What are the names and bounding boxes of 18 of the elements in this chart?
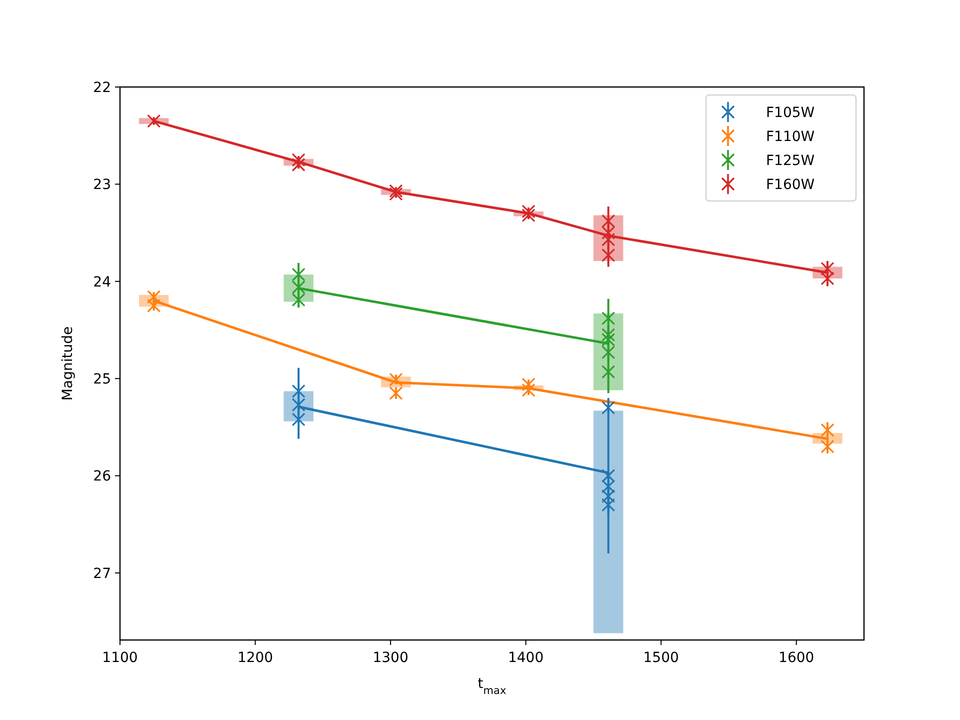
x-tick-label: 1100 [102, 650, 138, 666]
y-tick-label: 23 [93, 177, 111, 194]
legend-label: F125W [766, 152, 815, 169]
x-tick-label: 1600 [778, 650, 814, 666]
y-tick-label: 26 [93, 468, 112, 485]
x-axis-title: t$_{max}$ [478, 676, 506, 697]
y-axis-title: Magnitude [60, 326, 76, 401]
x-tick-label: 1500 [643, 650, 679, 666]
y-tick-label: 24 [93, 274, 112, 290]
y-tick-label: 27 [93, 566, 111, 582]
x-tick-label: 1200 [237, 650, 274, 666]
y-tick-label: 22 [93, 80, 111, 96]
x-tick-label: 1400 [508, 650, 544, 666]
legend-label: F110W [766, 128, 815, 145]
x-tick-label: 1300 [372, 650, 408, 666]
y-tick-label: 25 [93, 371, 111, 388]
legend-label: F160W [766, 176, 815, 193]
legend-label: F105W [766, 104, 815, 121]
